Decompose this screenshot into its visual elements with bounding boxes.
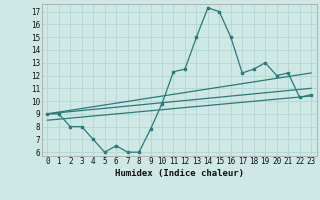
X-axis label: Humidex (Indice chaleur): Humidex (Indice chaleur) [115,169,244,178]
